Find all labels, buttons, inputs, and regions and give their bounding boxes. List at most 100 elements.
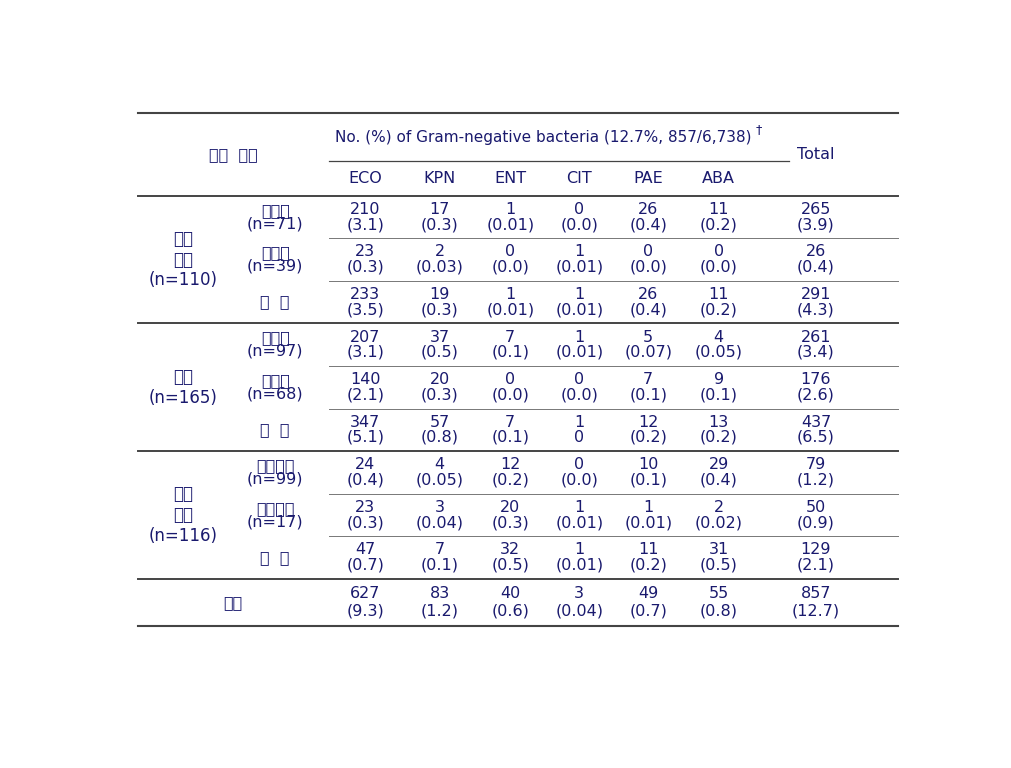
Text: 0: 0 xyxy=(714,244,724,260)
Text: 동거인: 동거인 xyxy=(261,373,290,388)
Text: 7: 7 xyxy=(506,415,516,429)
Text: No. (%) of Gram-negative bacteria (12.7%, 857/6,738): No. (%) of Gram-negative bacteria (12.7%… xyxy=(335,130,751,144)
Text: (0.2): (0.2) xyxy=(629,430,667,445)
Text: (0.0): (0.0) xyxy=(560,387,599,402)
Text: 20: 20 xyxy=(430,372,450,387)
Text: 26: 26 xyxy=(638,287,658,302)
Text: (0.5): (0.5) xyxy=(700,558,738,573)
Text: (0.01): (0.01) xyxy=(624,515,672,530)
Text: (0.3): (0.3) xyxy=(421,387,459,402)
Text: 3: 3 xyxy=(435,500,445,515)
Text: 1: 1 xyxy=(574,542,584,558)
Text: (0.3): (0.3) xyxy=(347,260,384,275)
Text: 1: 1 xyxy=(574,244,584,260)
Text: 129: 129 xyxy=(801,542,831,558)
Text: 24: 24 xyxy=(355,457,375,472)
Text: 233: 233 xyxy=(350,287,380,302)
Text: (0.01): (0.01) xyxy=(486,303,535,317)
Text: 보호자: 보호자 xyxy=(261,330,290,346)
Text: (0.4): (0.4) xyxy=(629,303,667,317)
Text: (0.8): (0.8) xyxy=(421,430,459,445)
Text: (0.02): (0.02) xyxy=(695,515,743,530)
Text: (0.05): (0.05) xyxy=(695,345,743,360)
Text: 857: 857 xyxy=(801,587,831,601)
Text: 7: 7 xyxy=(435,542,445,558)
Text: (0.4): (0.4) xyxy=(347,472,384,488)
Text: 사람
(n=165): 사람 (n=165) xyxy=(149,368,217,406)
Text: (n=68): (n=68) xyxy=(247,386,303,402)
Text: (0.5): (0.5) xyxy=(491,558,529,573)
Text: Total: Total xyxy=(797,147,835,162)
Text: 37: 37 xyxy=(430,329,450,345)
Text: 627: 627 xyxy=(350,587,380,601)
Text: 합계: 합계 xyxy=(223,595,243,610)
Text: (2.1): (2.1) xyxy=(797,558,835,573)
Text: 1: 1 xyxy=(574,329,584,345)
Text: (0.1): (0.1) xyxy=(629,387,667,402)
Text: 2: 2 xyxy=(714,500,724,515)
Text: 4: 4 xyxy=(435,457,445,472)
Text: (3.4): (3.4) xyxy=(797,345,835,360)
Text: (0.0): (0.0) xyxy=(629,260,667,275)
Text: CIT: CIT xyxy=(566,171,592,186)
Text: 1: 1 xyxy=(643,500,653,515)
Text: (0.2): (0.2) xyxy=(700,217,738,232)
Text: (n=99): (n=99) xyxy=(247,472,303,487)
Text: 검체  대상: 검체 대상 xyxy=(209,147,258,162)
Text: 32: 32 xyxy=(500,542,521,558)
Text: 1: 1 xyxy=(506,287,516,302)
Text: (0.3): (0.3) xyxy=(347,515,384,530)
Text: (n=39): (n=39) xyxy=(247,259,303,274)
Text: 40: 40 xyxy=(500,587,521,601)
Text: (3.9): (3.9) xyxy=(797,217,835,232)
Text: 2: 2 xyxy=(435,244,445,260)
Text: (0.04): (0.04) xyxy=(555,604,604,618)
Text: (0.0): (0.0) xyxy=(491,260,529,275)
Text: 207: 207 xyxy=(350,329,380,345)
Text: 47: 47 xyxy=(355,542,375,558)
Text: (0.0): (0.0) xyxy=(700,260,738,275)
Text: 437: 437 xyxy=(801,415,831,429)
Text: (0.03): (0.03) xyxy=(416,260,464,275)
Text: ECO: ECO xyxy=(349,171,382,186)
Text: KPN: KPN xyxy=(424,171,456,186)
Text: (0.8): (0.8) xyxy=(700,604,738,618)
Text: (0.4): (0.4) xyxy=(797,260,835,275)
Text: (0.01): (0.01) xyxy=(555,345,604,360)
Text: (0.1): (0.1) xyxy=(700,387,738,402)
Text: (12.7): (12.7) xyxy=(792,604,840,618)
Text: 7: 7 xyxy=(643,372,653,387)
Text: (0.7): (0.7) xyxy=(347,558,384,573)
Text: 반려견: 반려견 xyxy=(261,203,290,217)
Text: (0.2): (0.2) xyxy=(700,303,738,317)
Text: PAE: PAE xyxy=(633,171,663,186)
Text: 0: 0 xyxy=(643,244,653,260)
Text: 20: 20 xyxy=(500,500,521,515)
Text: 12: 12 xyxy=(500,457,521,472)
Text: (0.2): (0.2) xyxy=(491,472,529,488)
Text: 9: 9 xyxy=(714,372,724,387)
Text: ENT: ENT xyxy=(494,171,527,186)
Text: 29: 29 xyxy=(709,457,729,472)
Text: (0.1): (0.1) xyxy=(491,430,530,445)
Text: (0.0): (0.0) xyxy=(491,387,529,402)
Text: 0: 0 xyxy=(506,372,516,387)
Text: (2.1): (2.1) xyxy=(347,387,384,402)
Text: (0.07): (0.07) xyxy=(624,345,672,360)
Text: (0.0): (0.0) xyxy=(560,472,599,488)
Text: 소  계: 소 계 xyxy=(261,295,290,310)
Text: 11: 11 xyxy=(709,287,729,302)
Text: (0.5): (0.5) xyxy=(421,345,459,360)
Text: (n=71): (n=71) xyxy=(247,217,303,231)
Text: (0.4): (0.4) xyxy=(700,472,738,488)
Text: (0.7): (0.7) xyxy=(629,604,667,618)
Text: (0.9): (0.9) xyxy=(797,515,835,530)
Text: 7: 7 xyxy=(506,329,516,345)
Text: (5.1): (5.1) xyxy=(347,430,384,445)
Text: (0.04): (0.04) xyxy=(416,515,464,530)
Text: 11: 11 xyxy=(709,202,729,217)
Text: 0: 0 xyxy=(574,430,584,445)
Text: (3.1): (3.1) xyxy=(347,217,384,232)
Text: 11: 11 xyxy=(638,542,658,558)
Text: (0.01): (0.01) xyxy=(555,558,604,573)
